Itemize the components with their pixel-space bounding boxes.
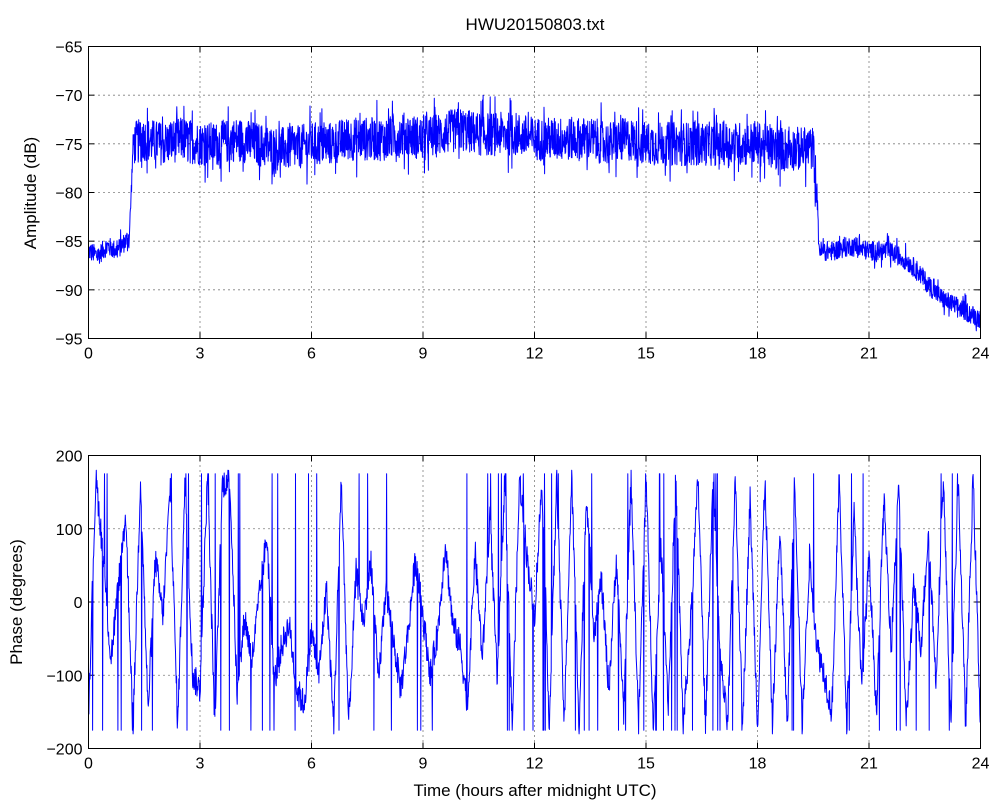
phase-y-tick-label: 100 [56,522,83,539]
phase-x-tick-label: 21 [860,756,878,773]
phase-axes: 0 3 6 9 12 15 18 21 24 −200 −100 0 100 200 Phase (deg… [7,449,990,801]
amplitude-x-tick-label: 3 [196,346,205,363]
phase-ticks: 0 3 6 9 12 15 18 21 24 −200 −100 0 100 200 [46,449,989,773]
amplitude-y-tick-label: −80 [55,186,82,203]
amplitude-axes: HWU20150803.txt 0 3 6 9 12 15 18 21 24 −95 −90 −85 −… [21,15,990,363]
phase-grid [88,455,981,749]
phase-y-tick-label: −200 [46,742,82,759]
amplitude-trace [88,94,981,332]
amplitude-x-tick-label: 24 [972,346,990,363]
amplitude-x-tick-label: 9 [419,346,428,363]
phase-y-tick-label: 0 [74,595,83,612]
amplitude-x-tick-label: 6 [307,346,316,363]
phase-x-tick-label: 9 [419,756,428,773]
amplitude-y-tick-label: −95 [55,332,82,349]
amplitude-x-tick-label: 0 [84,346,93,363]
phase-y-axis-label: Phase (degrees) [7,539,26,665]
phase-trace [88,469,981,735]
phase-x-tick-label: 12 [526,756,544,773]
amplitude-axes-frame [88,46,981,339]
amplitude-y-tick-label: −85 [55,234,82,251]
phase-axes-frame [88,455,981,749]
phase-y-tick-label: 200 [56,449,83,466]
phase-x-tick-label: 6 [307,756,316,773]
amplitude-x-tick-label: 15 [637,346,655,363]
phase-trace-group [88,469,981,735]
amplitude-y-tick-label: −90 [55,283,82,300]
x-axis-label: Time (hours after midnight UTC) [413,781,656,800]
amplitude-y-tick-label: −65 [55,40,82,57]
amplitude-y-axis-label: Amplitude (dB) [21,137,40,249]
amplitude-x-tick-label: 18 [749,346,767,363]
phase-x-tick-label: 3 [196,756,205,773]
phase-x-tick-label: 18 [749,756,767,773]
amplitude-trace-group [88,94,981,332]
amplitude-x-tick-label: 12 [526,346,544,363]
amplitude-y-tick-label: −70 [55,88,82,105]
phase-x-tick-label: 24 [972,756,990,773]
phase-y-tick-label: −100 [46,668,82,685]
amplitude-y-tick-label: −75 [55,137,82,154]
phase-x-tick-label: 15 [637,756,655,773]
amplitude-ticks: 0 3 6 9 12 15 18 21 24 −95 −90 −85 −80 −75 −70 −65 [55,40,989,363]
chart-title: HWU20150803.txt [466,15,605,34]
amplitude-x-tick-label: 21 [860,346,878,363]
phase-x-tick-label: 0 [84,756,93,773]
